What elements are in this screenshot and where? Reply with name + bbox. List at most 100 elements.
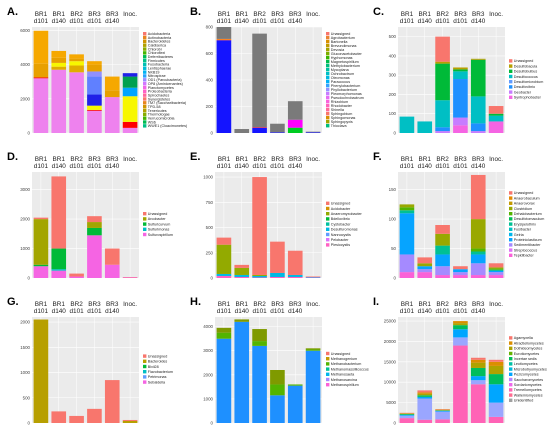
category-label: BR3	[454, 11, 467, 18]
category-label: d101	[217, 308, 232, 315]
legend-swatch	[326, 80, 330, 84]
bar-segment	[51, 69, 67, 133]
bar-segment	[252, 274, 267, 276]
legend-entry: Clostridium	[514, 207, 532, 211]
bar-segment	[488, 359, 504, 362]
legend-entry: Sordariomycetes	[514, 383, 542, 387]
bar-segment	[51, 66, 67, 70]
category-label: BR2	[253, 156, 266, 163]
legend-entry: Desulfobacula	[514, 64, 538, 68]
category-label: BR3	[271, 11, 284, 18]
legend-swatch	[326, 243, 330, 247]
y-tick-label: 2000	[20, 217, 30, 222]
category-label: BR1	[401, 301, 414, 308]
legend-swatch	[143, 32, 147, 36]
legend-entry: Shinella	[331, 108, 345, 112]
y-tick-label: 0	[28, 131, 31, 136]
legend-entry: Dehalobacterium	[514, 212, 542, 216]
bar-segment	[488, 263, 504, 268]
bar-segment	[234, 319, 250, 322]
category-label: Inoc.	[123, 156, 137, 163]
legend-swatch	[509, 222, 513, 226]
legend-entry: Unassigned	[148, 212, 167, 216]
legend-swatch	[143, 112, 147, 117]
bar-segment	[470, 131, 486, 133]
legend-entry: Planctomycetes	[148, 86, 174, 90]
category-label: BR3	[106, 301, 119, 308]
bar-segment	[122, 87, 138, 97]
legend-entry: Anaerobaculum	[514, 196, 540, 200]
bar-segment	[470, 380, 486, 385]
bar-segment	[435, 225, 450, 234]
plot-background	[32, 317, 139, 423]
bar-segment	[470, 384, 486, 423]
legend-entry: Deferribacteres	[148, 55, 173, 59]
bar-segment	[399, 418, 415, 423]
y-tick-label: 0	[394, 421, 397, 426]
legend-swatch	[143, 62, 147, 67]
bar-segment	[399, 213, 415, 255]
bar-segment	[453, 117, 468, 126]
legend-entry: Atractiellomycetes	[514, 341, 544, 345]
legend-entry: Sulfuricurvum	[148, 222, 171, 226]
y-tick-label: 500	[206, 225, 214, 230]
category-label: BR1	[35, 11, 48, 18]
legend-entry: Verrucomicrobia	[148, 116, 176, 120]
legend-entry: Agamyxella	[514, 336, 534, 340]
bar-segment	[33, 30, 49, 64]
category-label: BR1	[53, 11, 66, 18]
category-label: d140	[471, 18, 486, 25]
bar-segment	[104, 90, 120, 98]
bar-segment	[69, 61, 84, 66]
bar-segment	[453, 345, 468, 423]
legend-entry: Oleomonas	[331, 76, 350, 80]
category-label: BR2	[436, 156, 449, 163]
category-label: Inoc.	[489, 11, 503, 18]
legend-swatch	[509, 85, 513, 89]
category-label: BR2	[436, 301, 449, 308]
bar-segment	[435, 410, 450, 412]
legend-swatch	[509, 372, 513, 376]
y-tick-label: 6000	[20, 28, 30, 33]
y-tick-label: 10000	[384, 380, 397, 385]
bar-segment	[488, 384, 504, 403]
legend-swatch	[326, 100, 330, 104]
bar-segment	[488, 365, 504, 375]
legend-swatch	[509, 351, 513, 356]
legend-entry: Methanomassiliicoccus	[331, 367, 369, 371]
legend-entry: Lentisphaerae	[148, 67, 171, 71]
legend-swatch	[509, 69, 513, 73]
bar-segment	[488, 269, 504, 271]
legend-swatch	[143, 364, 147, 369]
legend-entry: Mycoplana	[331, 68, 350, 72]
bar-segment	[488, 272, 504, 276]
legend-swatch	[143, 120, 147, 124]
legend-swatch	[509, 341, 513, 345]
category-label: BR2	[253, 301, 266, 308]
legend-entry: Sedimentibacter	[514, 243, 541, 247]
legend-entry: Methylobacterium	[331, 64, 360, 68]
category-label: d140	[235, 163, 250, 170]
bar-segment	[216, 327, 232, 333]
y-tick-label: 2000	[20, 320, 30, 325]
bar-segment	[33, 319, 49, 423]
category-label: BR3	[454, 301, 467, 308]
legend-swatch	[509, 362, 513, 366]
legend-swatch	[509, 248, 513, 252]
category-label: d101	[34, 308, 49, 315]
legend-swatch	[143, 222, 147, 226]
bar-segment	[470, 174, 486, 220]
legend-entry: Plesiocystis	[331, 243, 350, 247]
legend-entry: Bartonella	[331, 40, 349, 44]
legend-entry: Leotiomycetes	[514, 362, 538, 366]
bar-segment	[305, 277, 321, 278]
y-tick-label: 500	[23, 395, 31, 400]
bar-segment	[399, 272, 415, 278]
bar-segment	[470, 219, 486, 249]
bar-segment	[252, 127, 267, 128]
y-tick-label: 200	[389, 92, 397, 97]
legend-entry: Streptococcus	[514, 248, 538, 252]
legend-swatch	[326, 112, 330, 116]
y-tick-label: 100	[389, 217, 397, 222]
